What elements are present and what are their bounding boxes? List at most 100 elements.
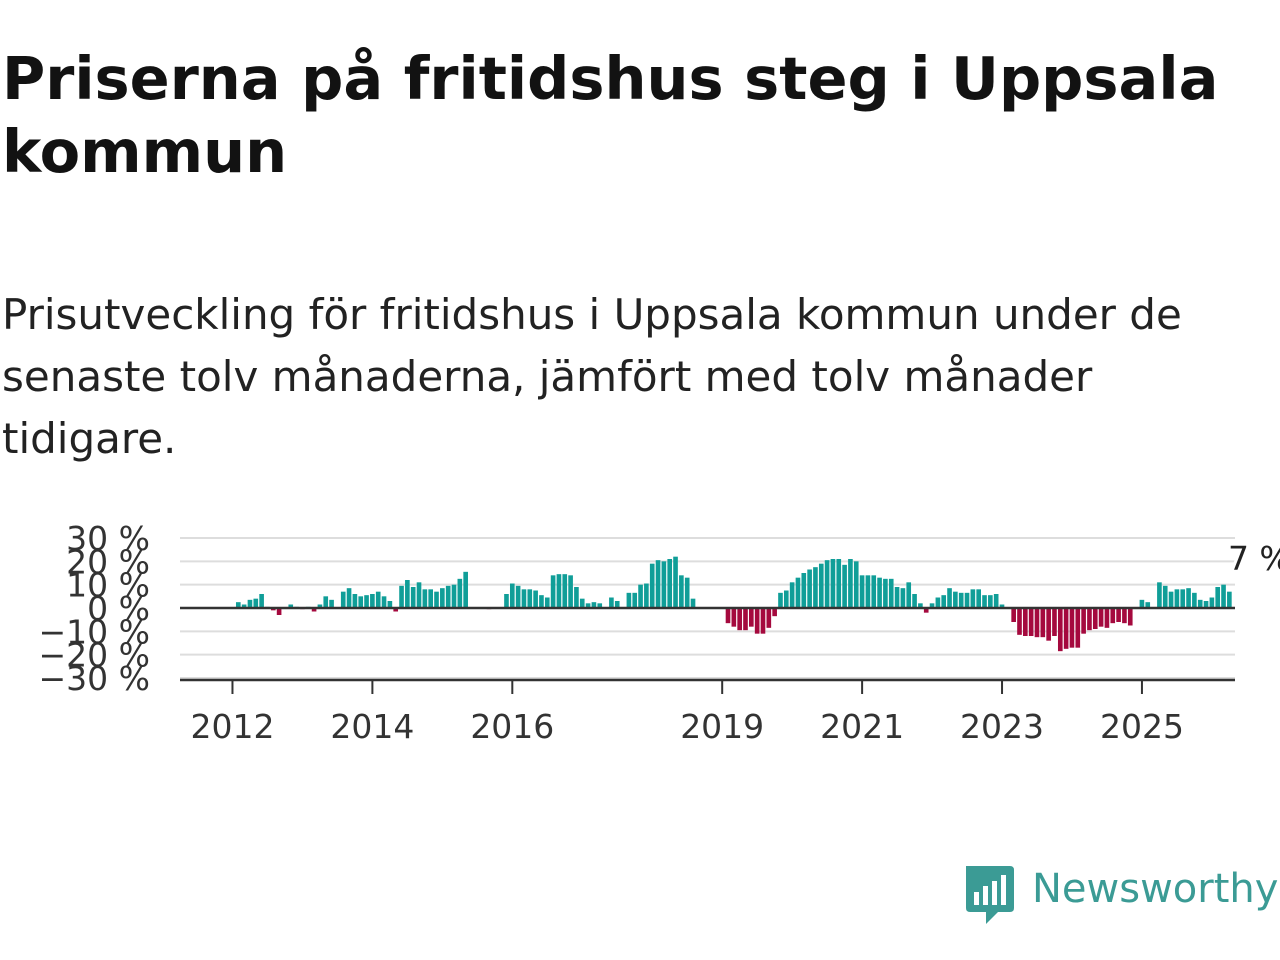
bar [1110, 608, 1116, 624]
bar [445, 585, 451, 608]
bar [393, 608, 399, 612]
bar [387, 601, 393, 608]
bar [1028, 608, 1034, 636]
bar [638, 584, 643, 608]
bar [778, 592, 783, 608]
bar [1168, 591, 1174, 608]
bar [929, 603, 935, 608]
bar [259, 594, 264, 608]
bar [918, 603, 923, 608]
bar [352, 594, 358, 608]
bar [1023, 608, 1028, 636]
bar [772, 608, 777, 617]
bar [725, 608, 731, 624]
bar [1174, 589, 1180, 608]
bar [1192, 592, 1197, 608]
bar [410, 587, 416, 608]
bar [1116, 608, 1121, 622]
y-tick-label: 0 % [87, 589, 150, 628]
bar [888, 578, 894, 608]
bar [381, 596, 387, 608]
bar [941, 595, 947, 608]
bar [329, 599, 334, 608]
bar [1098, 608, 1104, 627]
bar [515, 585, 521, 608]
y-tick-label: −20 % [39, 636, 151, 675]
bar [504, 594, 509, 608]
last-value-label: 7 % [1228, 539, 1280, 578]
bar [317, 604, 323, 608]
x-tick-label: 2012 [190, 707, 274, 746]
bar [865, 575, 871, 608]
bar [993, 594, 999, 608]
bar [801, 573, 807, 608]
bar [807, 569, 812, 608]
bar [632, 592, 638, 608]
bar [556, 574, 562, 608]
bar [749, 608, 754, 627]
x-tick-label: 2023 [960, 707, 1044, 746]
bar [399, 585, 404, 608]
bar [743, 608, 748, 631]
bar [1063, 608, 1069, 649]
bar [562, 574, 568, 608]
x-tick-label: 2025 [1100, 707, 1184, 746]
bar [649, 563, 655, 608]
bar [544, 597, 550, 608]
bar [533, 590, 538, 608]
x-axis-labels: 2012 2014 2016 2019 2021 2023 2025 [190, 707, 1183, 746]
bar [585, 603, 591, 608]
bar [760, 608, 766, 634]
bar [364, 595, 369, 608]
bar [1087, 608, 1092, 631]
bar [1157, 582, 1162, 608]
bar [597, 603, 603, 608]
bar [626, 592, 632, 608]
chart-title: Priserna på fritidshus steg i Uppsala ko… [2, 44, 1219, 186]
x-tick-label: 2021 [820, 707, 904, 746]
bar [591, 602, 597, 608]
bar [609, 597, 614, 608]
bar [923, 608, 929, 613]
bar [824, 560, 830, 608]
bar [947, 588, 952, 608]
bar [731, 608, 737, 627]
bar [370, 594, 375, 608]
bar [1162, 585, 1168, 608]
bar [1075, 608, 1081, 648]
bar [1139, 599, 1145, 608]
bar [842, 564, 847, 608]
bar [1069, 608, 1075, 648]
bar [1046, 608, 1051, 641]
bar [579, 598, 585, 608]
y-tick-label: −30 % [39, 659, 151, 698]
grid-lines [180, 537, 1235, 679]
bar [970, 589, 976, 608]
bar [766, 608, 772, 628]
bar [1057, 608, 1063, 652]
newsworthy-logo: Newsworthy [962, 862, 1280, 928]
bar [1040, 608, 1046, 638]
bar [1215, 587, 1221, 608]
bar [690, 598, 696, 608]
bar [795, 577, 801, 608]
brand-name: Newsworthy [1032, 866, 1279, 912]
bar [853, 561, 859, 608]
bar [276, 608, 282, 615]
bar [976, 589, 981, 608]
bar [1122, 608, 1127, 624]
bar [900, 588, 906, 608]
bar [953, 591, 958, 608]
bar [999, 604, 1005, 608]
bar [375, 591, 381, 608]
bar [235, 602, 241, 608]
bar [964, 592, 970, 608]
bar [883, 578, 888, 608]
x-tick-label: 2016 [470, 707, 554, 746]
bar [982, 595, 987, 608]
bar [434, 591, 439, 608]
bar [311, 608, 317, 612]
y-axis-labels: 30 %20 %10 %0 %−10 %−20 %−30 % [39, 519, 151, 698]
bar [405, 580, 410, 608]
bar [1104, 608, 1110, 628]
